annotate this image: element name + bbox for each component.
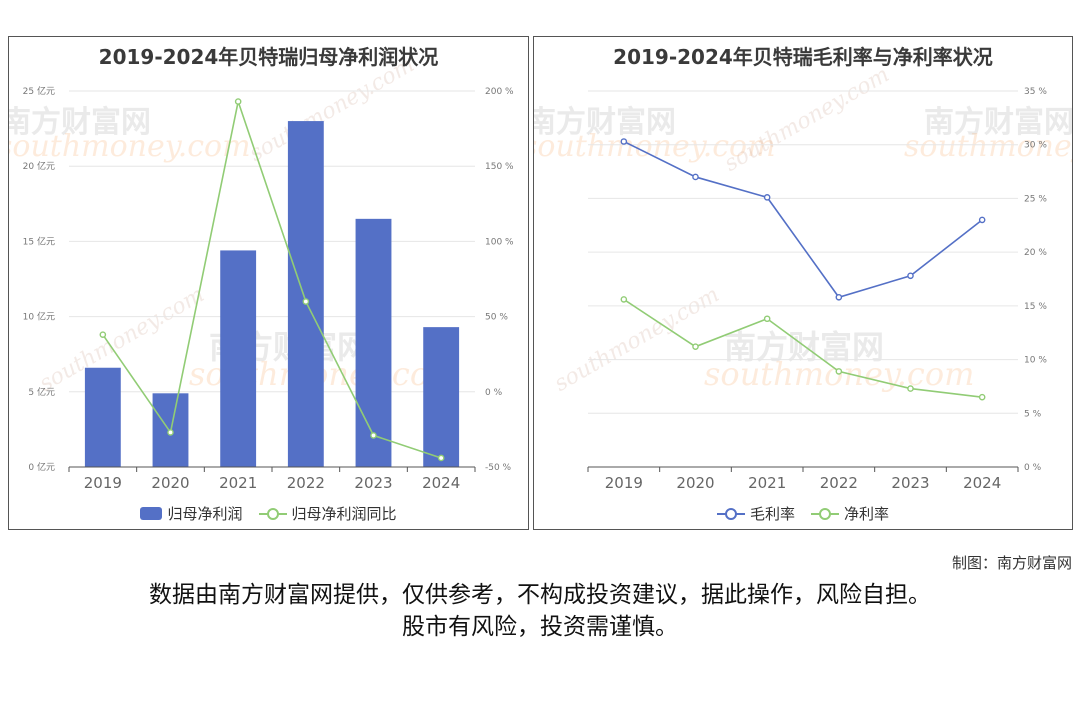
y-tick-label-left: 15 亿元 xyxy=(23,235,55,247)
x-tick-label: 2021 xyxy=(219,474,257,492)
y-tick-label-left: 5 亿元 xyxy=(28,386,55,398)
x-tick-label: 2024 xyxy=(963,474,1001,492)
bar xyxy=(355,218,392,467)
y-tick-label-left: 0 亿元 xyxy=(28,461,55,473)
y-tick-label-right: 30 % xyxy=(1024,141,1047,151)
bar xyxy=(84,367,121,467)
legend-item-series1[interactable]: 毛利率 xyxy=(716,503,795,524)
data-point xyxy=(978,216,986,224)
x-tick-label: 2024 xyxy=(422,474,460,492)
legend-item-bar[interactable]: 归母净利润 xyxy=(140,503,243,524)
x-tick-label: 2022 xyxy=(820,474,858,492)
y-tick-label-right: 20 % xyxy=(1024,248,1047,258)
data-point xyxy=(692,173,699,181)
data-point xyxy=(620,138,628,145)
x-tick-label: 2021 xyxy=(748,474,786,492)
x-tick-label: 2020 xyxy=(676,474,714,492)
y-tick-label-left: 10 亿元 xyxy=(23,311,55,323)
x-tick-label: 2020 xyxy=(151,474,189,492)
data-point xyxy=(302,298,310,305)
y-tick-label-right: 15 % xyxy=(1024,302,1047,312)
data-point xyxy=(763,194,771,201)
y-tick-label-right: 0 % xyxy=(485,388,503,398)
left-chart-svg: 0 亿元 5 亿元 10 亿元 15 亿元 20 亿元 25 亿元 -50 % 0 % 50 %… xyxy=(23,85,514,492)
legend-line-swatch xyxy=(716,507,745,521)
data-point xyxy=(167,429,174,436)
right-chart-title: 2019-2024年贝特瑞毛利率与净利率状况 xyxy=(613,45,993,69)
data-point xyxy=(437,454,445,462)
disclaimer-line-1: 数据由南方财富网提供，仅供参考，不构成投资建议，据此操作，风险自担。 xyxy=(149,582,931,608)
data-point xyxy=(907,385,914,392)
data-point xyxy=(234,98,242,105)
y-tick-label-right: 25 % xyxy=(1024,194,1047,204)
x-tick-label: 2019 xyxy=(84,474,122,492)
y-tick-label-left: 25 亿元 xyxy=(23,85,55,97)
y-tick-label-right: 0 % xyxy=(1024,463,1042,473)
y-tick-label-right: 35 % xyxy=(1024,87,1047,97)
series-line xyxy=(623,140,983,299)
series-line xyxy=(102,98,442,459)
legend-item-line[interactable]: 归母净利润同比 xyxy=(258,503,397,524)
y-tick-label-left: 20 亿元 xyxy=(23,160,55,172)
bar xyxy=(423,327,460,467)
series-line xyxy=(623,298,983,398)
right-chart-panel: 南方财富网 southmoney.com 南方财富网 southmoney.co… xyxy=(533,36,1073,530)
legend-line-swatch xyxy=(811,507,839,521)
bar xyxy=(220,250,257,467)
bar xyxy=(287,121,324,467)
legend-bar-swatch xyxy=(140,507,163,520)
data-point xyxy=(370,432,377,439)
legend-label: 净利率 xyxy=(844,505,890,523)
y-tick-label-right: -50 % xyxy=(485,463,512,473)
x-tick-label: 2019 xyxy=(605,474,643,492)
data-point xyxy=(907,272,914,280)
legend-label: 归母净利润同比 xyxy=(291,505,397,523)
data-point xyxy=(620,296,628,303)
data-point xyxy=(978,393,986,401)
x-tick-label: 2023 xyxy=(354,474,392,492)
data-point xyxy=(763,315,771,323)
disclaimer: 数据由南方财富网提供，仅供参考，不构成投资建议，据此操作，风险自担。 股市有风险… xyxy=(0,579,1080,643)
y-tick-label-right: 150 % xyxy=(485,162,514,172)
data-point xyxy=(835,293,843,301)
left-chart-legend: 归母净利润 归母净利润同比 xyxy=(9,503,528,524)
right-chart-svg: 0 % 5 % 10 % 15 % 20 % 25 % 30 % 35 % 2019 2020 20… xyxy=(587,87,1047,492)
data-point xyxy=(99,331,107,338)
chart-credit: 制图：南方财富网 xyxy=(951,554,1072,572)
data-point xyxy=(692,343,699,350)
y-tick-label-right: 5 % xyxy=(1024,409,1042,419)
y-tick-label-right: 200 % xyxy=(485,87,514,97)
right-chart-legend: 毛利率 净利率 xyxy=(534,503,1072,524)
legend-label: 毛利率 xyxy=(749,505,795,523)
left-chart-title: 2019-2024年贝特瑞归母净利润状况 xyxy=(98,45,439,69)
disclaimer-line-2: 股市有风险，投资需谨慎。 xyxy=(402,614,678,640)
legend-item-series2[interactable]: 净利率 xyxy=(811,503,889,524)
legend-label: 归母净利润 xyxy=(167,505,243,523)
legend-line-swatch xyxy=(258,507,287,521)
x-tick-label: 2023 xyxy=(891,474,929,492)
data-point xyxy=(835,368,843,375)
y-tick-label-right: 100 % xyxy=(485,237,514,247)
left-chart-panel: 南方财富网 southmoney.com southmoney.com 南方财富… xyxy=(8,36,529,530)
y-tick-label-right: 50 % xyxy=(485,313,508,323)
x-tick-label: 2022 xyxy=(287,474,325,492)
y-tick-label-right: 10 % xyxy=(1024,356,1047,366)
